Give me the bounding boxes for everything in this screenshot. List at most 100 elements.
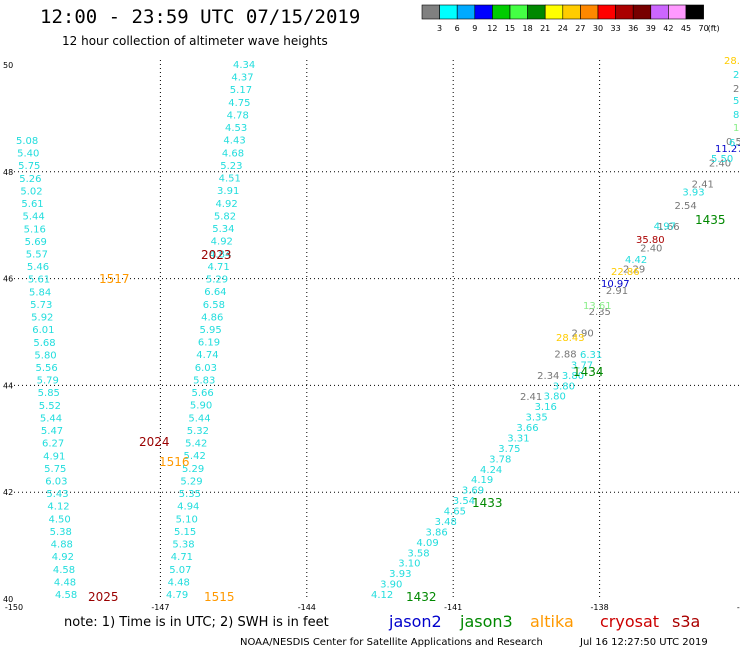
wave-height-value: 4.50 bbox=[49, 514, 71, 525]
wave-height-value: 11.27 bbox=[715, 144, 740, 155]
wave-height-value: 5.57 bbox=[26, 250, 48, 261]
wave-height-value: 5.16 bbox=[24, 224, 46, 235]
colorbar-label: 27 bbox=[575, 24, 585, 33]
wave-height-value: 5.42 bbox=[185, 439, 207, 450]
wave-height-value: 5 bbox=[733, 96, 739, 107]
wave-height-value: 4.84 bbox=[209, 249, 231, 260]
wave-height-value: 5.84 bbox=[29, 287, 51, 298]
wave-height-value: 4.19 bbox=[471, 475, 493, 486]
wave-height-value: 5.08 bbox=[16, 136, 38, 147]
wave-height-value: 5.29 bbox=[180, 476, 202, 487]
wave-height-value: 4.12 bbox=[371, 590, 393, 601]
satellite-legend: jason2 jason3 altika cryosat s3a bbox=[388, 612, 700, 631]
colorbar-swatch bbox=[632, 4, 652, 20]
lat-lon-grid bbox=[14, 60, 740, 600]
wave-height-value: 5.17 bbox=[230, 85, 252, 96]
wave-height-value: 13.61 bbox=[583, 301, 612, 312]
x-tick-label: -150 bbox=[5, 603, 23, 612]
wave-height-value: 5.29 bbox=[182, 464, 204, 475]
y-tick-label: 46 bbox=[3, 275, 13, 284]
wave-height-value: 4.53 bbox=[225, 123, 247, 134]
colorbar-label: 70 bbox=[699, 24, 709, 33]
wave-height-value: 3.54 bbox=[453, 496, 475, 507]
wave-height-value: 2.29 bbox=[623, 265, 645, 276]
wave-height-value: 5.61 bbox=[21, 199, 43, 210]
pass-time-label: 1433 bbox=[472, 496, 503, 510]
wave-height-value: 6.64 bbox=[204, 287, 226, 298]
y-tick-label: 40 bbox=[3, 595, 13, 604]
wave-height-value: 2.91 bbox=[606, 286, 628, 297]
wave-height-value: 4.58 bbox=[53, 565, 75, 576]
wave-height-value: 6.31 bbox=[580, 350, 602, 361]
wave-height-value: 4.42 bbox=[625, 255, 647, 266]
wave-height-value: 4.12 bbox=[47, 502, 69, 513]
wave-height-value: 4.75 bbox=[228, 98, 250, 109]
wave-height-value: 5.92 bbox=[31, 313, 53, 324]
wave-height-value: 4.58 bbox=[55, 590, 77, 601]
wave-height-value: 4.24 bbox=[480, 465, 502, 476]
wave-height-value: 4.34 bbox=[233, 60, 255, 71]
wave-height-value: 5.82 bbox=[214, 211, 236, 222]
satellite-legend-s3a: s3a bbox=[672, 612, 700, 631]
pass-time-label: 2024 bbox=[139, 435, 170, 449]
x-tick-label: -135 bbox=[737, 603, 740, 612]
colorbar-swatch bbox=[544, 4, 564, 20]
pass-time-label: 1434 bbox=[573, 365, 604, 379]
x-tick-label: -138 bbox=[591, 603, 609, 612]
wave-height-value: 5.35 bbox=[179, 489, 201, 500]
colorbar-label: 15 bbox=[505, 24, 515, 33]
wave-height-value: 5.47 bbox=[41, 426, 63, 437]
wave-height-value: 35.80 bbox=[636, 235, 665, 246]
pass-time-label: 1517 bbox=[99, 272, 130, 286]
x-tick-label: -144 bbox=[298, 603, 316, 612]
wave-height-value: 4.88 bbox=[51, 540, 73, 551]
wave-height-value: 4.86 bbox=[201, 312, 223, 323]
wave-height-value: 2.34 bbox=[537, 371, 559, 382]
wave-height-value: 5.40 bbox=[17, 149, 39, 160]
wave-height-value: 5.75 bbox=[18, 161, 40, 172]
wave-height-value: 5.95 bbox=[200, 325, 222, 336]
wave-height-value: 5.32 bbox=[187, 426, 209, 437]
wave-height-value: 4.37 bbox=[231, 73, 253, 84]
wave-height-value: 0.59 bbox=[726, 137, 740, 148]
wave-height-value: 5.44 bbox=[188, 413, 210, 424]
page-title: 12:00 - 23:59 UTC 07/15/2019 bbox=[40, 6, 361, 28]
wave-height-value: 3.90 bbox=[380, 580, 402, 591]
colorbar-label: 12 bbox=[487, 24, 497, 33]
wave-height-value: 5.52 bbox=[39, 401, 61, 412]
wave-height-value: 1 bbox=[733, 123, 739, 134]
colorbar-label: 9 bbox=[472, 24, 477, 33]
colorbar-label: 30 bbox=[593, 24, 603, 33]
wave-height-value: 2.41 bbox=[520, 392, 542, 403]
colorbar-label: 6 bbox=[455, 24, 460, 33]
wave-height-value: 4.68 bbox=[222, 148, 244, 159]
wave-height-value: 2.35 bbox=[589, 307, 611, 318]
wave-height-value: 3.10 bbox=[398, 559, 420, 570]
wave-height-value: 4.92 bbox=[52, 552, 74, 563]
wave-height-value: 5.43 bbox=[46, 489, 68, 500]
wave-height-value: 5.29 bbox=[206, 275, 228, 286]
wave-height-value: 2.54 bbox=[675, 201, 697, 212]
wave-height-value: 6.27 bbox=[42, 439, 64, 450]
wave-height-value: 5.68 bbox=[33, 338, 55, 349]
wave-height-value: 4.97 bbox=[654, 221, 676, 232]
colorbar-swatch bbox=[456, 4, 476, 20]
wave-height-value: 5.42 bbox=[184, 451, 206, 462]
colorbar-label: 21 bbox=[540, 24, 550, 33]
colorbar-label: 45 bbox=[681, 24, 691, 33]
wave-height-value: 2.90 bbox=[572, 328, 594, 339]
pass-time-label: 1432 bbox=[406, 590, 437, 604]
wave-height-value: 28.43 bbox=[556, 333, 585, 344]
wave-height-value: 4.91 bbox=[43, 451, 65, 462]
wave-height-value: 5.46 bbox=[27, 262, 49, 273]
wave-height-value: 5.80 bbox=[34, 350, 56, 361]
wave-height-value: 5.38 bbox=[50, 527, 72, 538]
colorbar-swatch bbox=[580, 4, 599, 20]
wave-height-value: 4.94 bbox=[177, 502, 199, 513]
wave-height-value: 3.48 bbox=[435, 517, 457, 528]
pass-time-label: 1515 bbox=[204, 590, 235, 604]
wave-height-value: 5.15 bbox=[174, 527, 196, 538]
y-tick-label: 50 bbox=[3, 61, 13, 70]
wave-height-value: 5.02 bbox=[20, 186, 42, 197]
wave-height-value: 3.80 bbox=[562, 371, 584, 382]
